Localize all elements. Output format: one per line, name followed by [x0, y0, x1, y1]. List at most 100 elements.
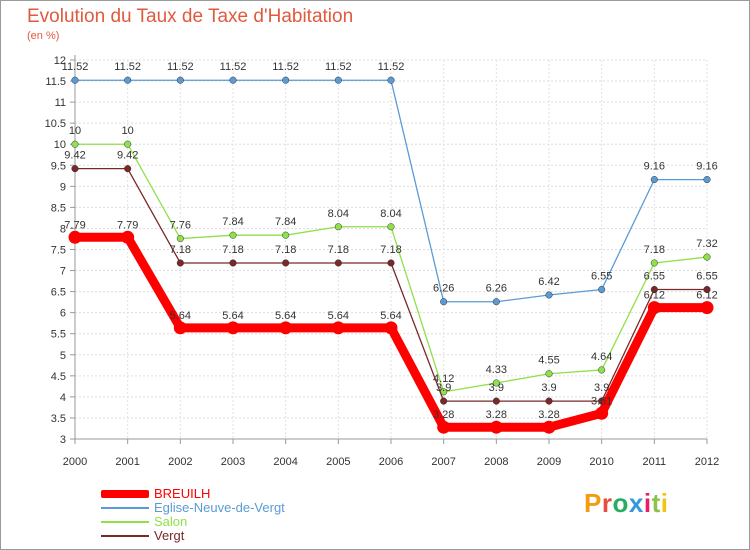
data-point-eglise-neuve-de-vergt [492, 298, 500, 306]
y-tick-label: 3.5 [51, 413, 66, 425]
logo-letter: P [584, 488, 602, 518]
data-label-salon: 4.12 [433, 373, 454, 385]
data-label-eglise-neuve-de-vergt: 9.16 [644, 161, 665, 173]
data-point-eglise-neuve-de-vergt [545, 291, 553, 299]
x-tick-label: 2010 [589, 456, 613, 468]
data-point-eglise-neuve-de-vergt [229, 76, 237, 84]
x-tick-label: 2006 [379, 456, 403, 468]
data-point-vergt [703, 285, 711, 294]
data-label-eglise-neuve-de-vergt: 6.42 [538, 276, 559, 288]
y-tick-label: 5 [60, 350, 66, 362]
logo-letter: o [612, 488, 629, 518]
legend-item-salon: Salon [101, 515, 285, 529]
data-label-salon: 4.33 [486, 364, 507, 376]
data-label-eglise-neuve-de-vergt: 11.52 [378, 61, 405, 73]
data-point-eglise-neuve-de-vergt [71, 76, 79, 84]
data-point-breuilh [489, 420, 503, 434]
data-label-eglise-neuve-de-vergt: 11.52 [62, 61, 89, 73]
data-point-salon [229, 231, 237, 239]
y-tick-label: 7 [60, 266, 66, 278]
data-label-vergt: 7.18 [170, 244, 191, 256]
x-tick-label: 2000 [63, 456, 87, 468]
legend-item-breuilh: BREUILH [101, 487, 285, 501]
chart-legend: BREUILH Eglise-Neuve-de-Vergt Salon Verg… [101, 487, 285, 543]
y-tick-label: 8 [60, 223, 66, 235]
data-point-vergt [545, 397, 553, 405]
data-point-salon [334, 223, 342, 231]
data-label-eglise-neuve-de-vergt: 6.55 [591, 271, 612, 283]
data-label-vergt: 6.55 [696, 271, 717, 283]
x-tick-label: 2007 [431, 456, 455, 468]
data-point-breuilh [595, 406, 609, 420]
x-tick-label: 2009 [537, 456, 561, 468]
data-point-vergt [124, 165, 132, 173]
data-point-salon [124, 140, 132, 148]
logo-letter: i [643, 488, 652, 518]
legend-label-salon: Salon [154, 514, 188, 529]
data-point-breuilh [700, 301, 714, 315]
data-label-breuilh: 5.64 [275, 310, 296, 322]
data-label-vergt: 3.9 [489, 382, 504, 394]
data-label-salon: 4.55 [538, 355, 559, 367]
data-label-vergt: 9.42 [117, 150, 138, 162]
data-point-salon [71, 140, 79, 148]
data-point-breuilh [542, 420, 556, 434]
x-tick-label: 2012 [695, 456, 719, 468]
data-label-salon: 7.84 [275, 216, 296, 228]
data-label-salon: 8.04 [380, 208, 401, 220]
data-point-salon [703, 253, 711, 261]
data-label-vergt: 7.18 [275, 244, 296, 256]
data-point-vergt [282, 259, 290, 267]
legend-swatch-vergt [101, 535, 149, 537]
data-label-salon: 10 [122, 125, 134, 137]
y-tick-label: 4 [60, 392, 66, 404]
data-label-eglise-neuve-de-vergt: 11.52 [167, 61, 194, 73]
y-tick-label: 8.5 [51, 202, 66, 214]
logo-letter: i [660, 488, 669, 518]
data-label-breuilh: 6.12 [696, 290, 717, 302]
y-tick-label: 7.5 [51, 245, 66, 257]
data-point-salon [650, 259, 658, 267]
y-tick-label: 9 [60, 181, 66, 193]
data-point-breuilh [173, 321, 187, 335]
y-tick-label: 11.5 [45, 76, 66, 88]
data-point-breuilh [279, 321, 293, 335]
chart-title: Evolution du Taux de Taxe d'Habitation [27, 6, 354, 27]
data-point-vergt [387, 259, 395, 267]
x-tick-label: 2002 [168, 456, 192, 468]
data-point-breuilh [437, 420, 451, 434]
legend-swatch-eglise-neuve-de-vergt [101, 507, 149, 509]
data-point-salon [598, 366, 606, 374]
data-point-breuilh [226, 321, 240, 335]
y-tick-label: 9.5 [51, 160, 66, 172]
y-tick-label: 4.5 [51, 371, 66, 383]
y-tick-label: 10.5 [45, 118, 66, 130]
data-point-salon [492, 379, 500, 387]
y-tick-label: 3 [60, 434, 66, 446]
data-label-breuilh: 7.79 [64, 219, 85, 231]
data-label-salon: 7.76 [170, 220, 191, 232]
y-tick-label: 5.5 [51, 329, 66, 341]
legend-swatch-salon [101, 521, 149, 523]
proxiti-logo: Proxiti [584, 488, 668, 519]
data-label-salon: 7.18 [644, 244, 665, 256]
data-point-breuilh [121, 230, 135, 244]
data-label-breuilh: 6.12 [644, 290, 665, 302]
data-point-eglise-neuve-de-vergt [282, 76, 290, 84]
legend-label-breuilh: BREUILH [154, 486, 211, 501]
data-label-salon: 7.32 [696, 238, 717, 250]
data-label-vergt: 9.42 [64, 150, 85, 162]
data-point-eglise-neuve-de-vergt [176, 76, 184, 84]
x-tick-label: 2011 [643, 456, 667, 468]
logo-letter: r [601, 488, 613, 518]
data-point-vergt [440, 397, 448, 405]
data-label-breuilh: 5.64 [222, 310, 243, 322]
data-label-eglise-neuve-de-vergt: 6.26 [433, 283, 454, 295]
data-label-vergt: 6.55 [644, 271, 665, 283]
x-tick-label: 2001 [115, 456, 139, 468]
data-label-breuilh: 3.28 [433, 409, 454, 421]
x-tick-label: 2004 [273, 456, 297, 468]
y-tick-label: 11 [55, 97, 66, 109]
data-point-eglise-neuve-de-vergt [334, 76, 342, 84]
